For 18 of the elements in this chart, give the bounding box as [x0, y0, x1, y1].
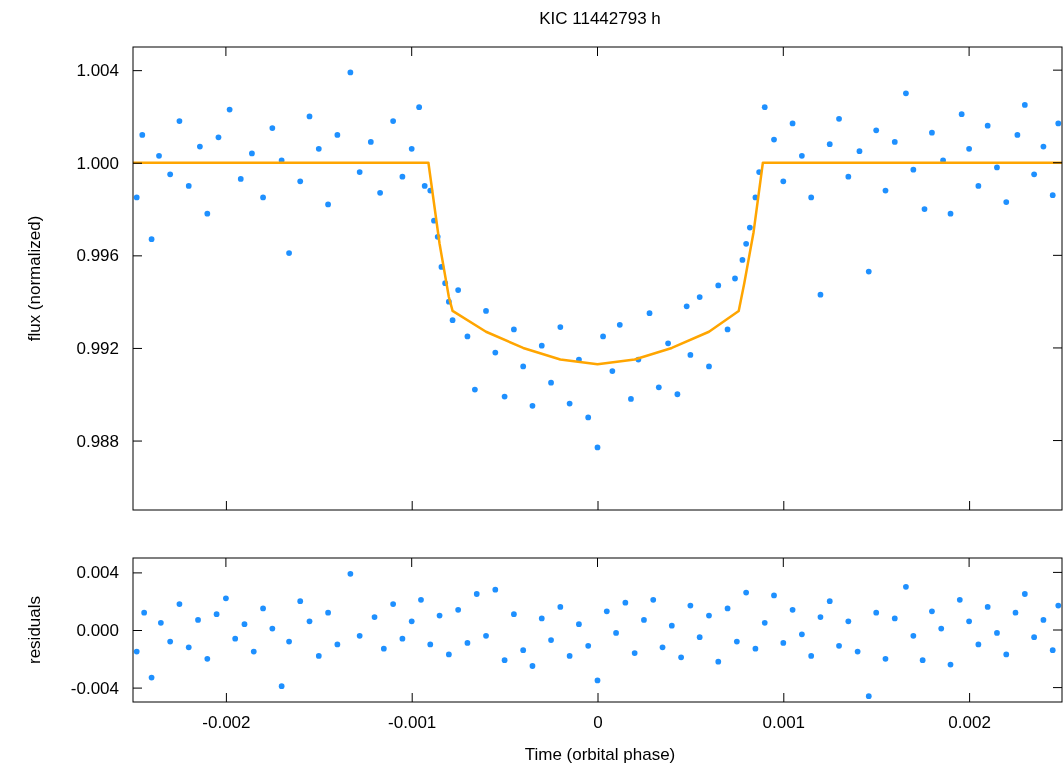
y-axis-title: flux (normalized)	[25, 215, 44, 342]
x-tick-label: -0.001	[388, 713, 437, 733]
x-tick-label: 0.002	[948, 713, 991, 733]
x-tick-label: 0.001	[762, 713, 806, 733]
y-tick-label: 0.000	[76, 620, 119, 640]
y-tick-label: 0.004	[76, 563, 119, 583]
y-tick-label: 0.992	[76, 338, 119, 358]
x-tick-label: 0	[593, 713, 603, 733]
x-axis-title: Time (orbital phase)	[524, 745, 676, 764]
x-tick-label: -0.002	[202, 713, 251, 733]
y-tick-label: 0.988	[76, 431, 119, 451]
y-tick-label: -0.004	[70, 678, 119, 698]
y-tick-label: 1.004	[76, 61, 119, 81]
y-tick-label: 0.996	[76, 246, 119, 266]
line-series	[133, 161, 1062, 366]
y-tick-label: 1.000	[76, 153, 119, 173]
chart-title: KIC 11442793 h	[539, 9, 661, 28]
y-axis-title: residuals	[25, 595, 44, 665]
